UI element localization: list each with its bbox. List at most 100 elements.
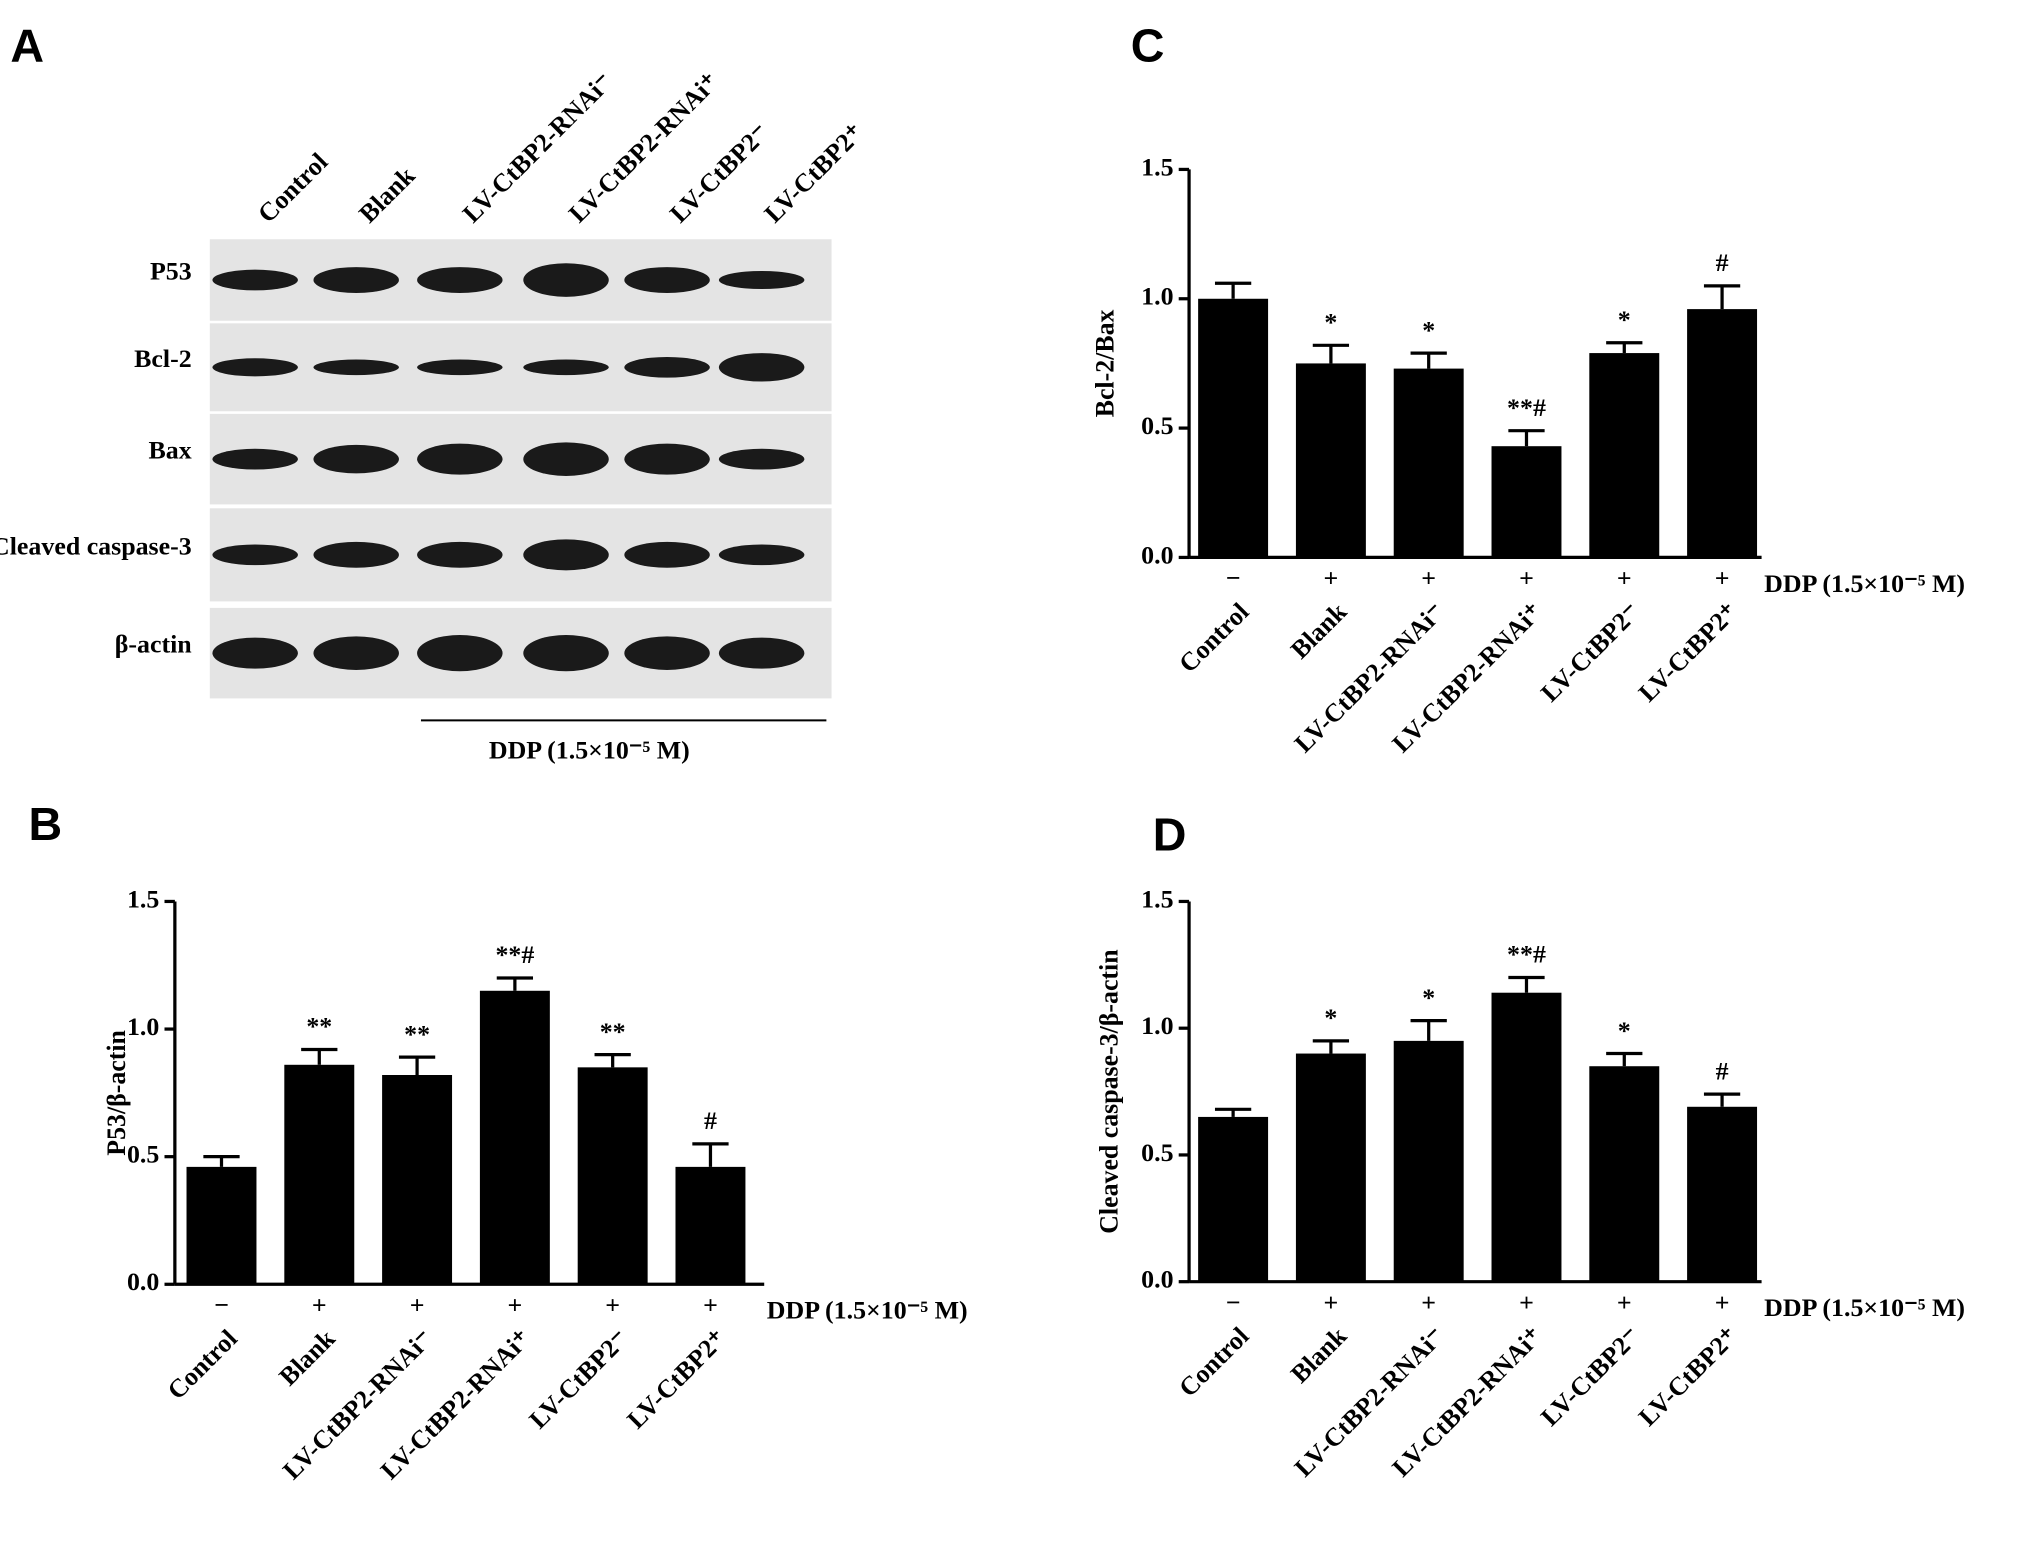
x-tick-label: Blank — [1285, 597, 1353, 665]
treatment-sign: + — [1324, 1288, 1339, 1317]
treatment-sign: + — [1519, 564, 1534, 593]
blot-band — [212, 637, 298, 669]
bar — [284, 1064, 355, 1285]
significance-label: # — [1716, 1056, 1729, 1085]
blot-band — [624, 267, 710, 293]
treatment-sign: + — [312, 1291, 327, 1320]
lane-label: Blank — [353, 161, 421, 229]
lane-label: LV-CtBP2⁻ — [664, 118, 775, 228]
y-tick-label: 0.5 — [1141, 411, 1173, 440]
y-tick-label: 0.5 — [127, 1140, 159, 1169]
blot-band — [718, 544, 805, 566]
significance-label: **# — [1507, 393, 1546, 422]
treatment-sign: + — [1324, 564, 1339, 593]
treatment-sign: + — [1421, 1288, 1436, 1317]
blot-band — [624, 541, 710, 568]
panel-label: D — [1153, 808, 1187, 860]
blot-band — [523, 635, 609, 672]
bar — [1295, 363, 1366, 558]
bar — [186, 1166, 257, 1285]
bar — [675, 1166, 746, 1285]
row-label: Bax — [149, 436, 192, 465]
bar — [1198, 1116, 1269, 1282]
y-tick-label: 1.5 — [127, 884, 159, 913]
blot-band — [212, 544, 298, 566]
row-label: β-actin — [115, 630, 192, 659]
treatment-sign: + — [1715, 564, 1730, 593]
y-axis-label: Cleaved caspase-3/β-actin — [1094, 949, 1123, 1233]
blot-band — [523, 539, 609, 571]
y-tick-label: 0.0 — [127, 1267, 159, 1296]
treatment-sign: − — [214, 1291, 229, 1320]
lane-label: LV-CtBP2⁺ — [759, 118, 870, 228]
blot-band — [523, 263, 609, 297]
treatment-label: DDP (1.5×10⁻⁵ M) — [767, 1296, 968, 1325]
lane-label: Control — [252, 147, 333, 228]
blot-band — [624, 636, 710, 670]
y-tick-label: 0.0 — [1141, 1265, 1173, 1294]
blot-band — [417, 635, 503, 672]
y-tick-label: 1.5 — [1141, 884, 1173, 913]
treatment-sign: + — [1617, 564, 1632, 593]
blot-band — [417, 541, 503, 568]
y-tick-label: 1.0 — [127, 1012, 159, 1041]
significance-label: * — [1422, 315, 1435, 344]
bar — [479, 990, 550, 1285]
row-label: Cleaved caspase-3 — [0, 531, 192, 560]
y-tick-label: 1.0 — [1141, 282, 1173, 311]
significance-label: * — [1324, 308, 1337, 337]
bar — [1295, 1053, 1366, 1282]
bar — [1491, 446, 1562, 558]
panel-label: C — [1131, 19, 1165, 71]
bar — [1687, 309, 1758, 558]
blot-band — [624, 443, 710, 475]
blot-band — [212, 358, 298, 377]
significance-label: **# — [495, 940, 534, 969]
bar — [1198, 298, 1269, 558]
significance-label: # — [704, 1106, 717, 1135]
significance-label: # — [1716, 248, 1729, 277]
row-label: P53 — [150, 256, 192, 285]
y-axis-label: P53/β-actin — [102, 1030, 131, 1156]
blot-band — [624, 356, 710, 378]
bar — [382, 1075, 453, 1285]
blot-band — [212, 269, 298, 291]
bar — [1589, 353, 1660, 558]
bar — [1393, 1040, 1464, 1282]
blot-band — [313, 267, 399, 293]
bar — [1589, 1066, 1660, 1282]
significance-label: ** — [404, 1019, 430, 1048]
x-tick-label: Control — [162, 1324, 243, 1405]
treatment-sign: + — [605, 1291, 620, 1320]
row-label: Bcl-2 — [134, 344, 192, 373]
y-tick-label: 1.0 — [1141, 1011, 1173, 1040]
significance-label: * — [1618, 305, 1631, 334]
blot-band — [313, 541, 399, 568]
blot-band — [417, 359, 503, 376]
bar — [577, 1067, 648, 1285]
treatment-sign: + — [1421, 564, 1436, 593]
significance-label: **# — [1507, 940, 1546, 969]
x-tick-label: LV-CtBP2⁻ — [1535, 1321, 1646, 1431]
x-tick-label: LV-CtBP2⁺ — [1633, 1321, 1744, 1431]
y-tick-label: 1.5 — [1141, 152, 1173, 181]
x-tick-label: Control — [1173, 597, 1254, 678]
treatment-sign: − — [1226, 1288, 1241, 1317]
treatment-label: DDP (1.5×10⁻⁵ M) — [1764, 569, 1965, 598]
blot-band — [417, 443, 503, 475]
significance-label: * — [1618, 1016, 1631, 1045]
treatment-sign: − — [1226, 564, 1241, 593]
x-tick-label: LV-CtBP2⁻ — [1535, 597, 1646, 707]
treatment-sign: + — [703, 1291, 718, 1320]
y-tick-label: 0.5 — [1141, 1138, 1173, 1167]
blot-band — [718, 448, 805, 470]
treatment-label: DDP (1.5×10⁻⁵ M) — [489, 736, 690, 765]
treatment-sign: + — [1519, 1288, 1534, 1317]
x-tick-label: Control — [1173, 1321, 1254, 1402]
x-tick-label: Blank — [273, 1324, 341, 1392]
significance-label: ** — [306, 1012, 332, 1041]
panel-label: A — [10, 19, 44, 71]
blot-band — [417, 267, 503, 293]
